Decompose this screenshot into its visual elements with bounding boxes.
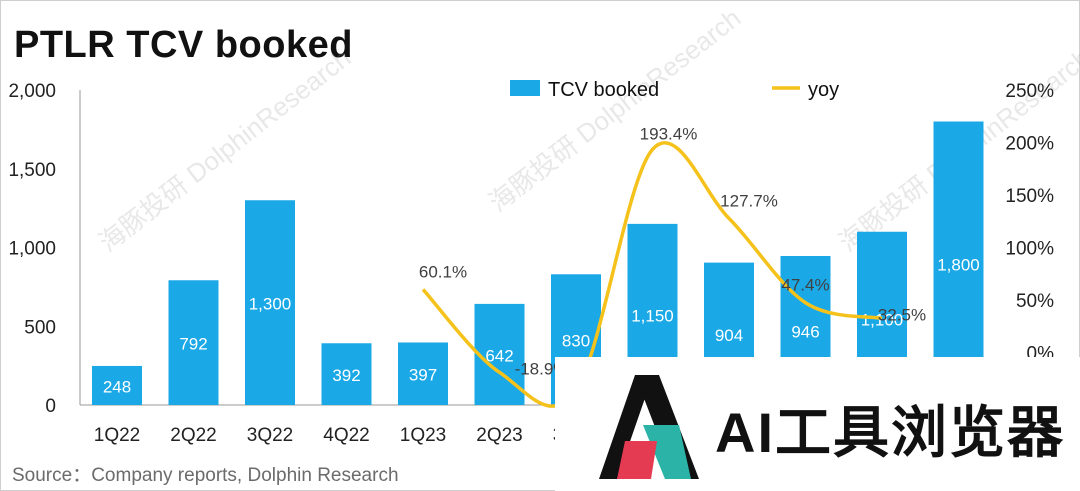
x-tick-label: 3Q22 bbox=[247, 425, 293, 446]
bar-tcv-booked bbox=[245, 200, 295, 405]
bar-tcv-booked bbox=[321, 343, 372, 405]
bar-data-label: 904 bbox=[715, 326, 743, 345]
y-left-tick-label: 0 bbox=[45, 396, 56, 417]
bar-data-label: 397 bbox=[409, 366, 437, 385]
y-right-tick-label: 150% bbox=[1005, 186, 1054, 207]
bar-tcv-booked bbox=[398, 342, 448, 405]
y-left-tick-label: 1,000 bbox=[8, 239, 56, 260]
brand-logo-icon bbox=[599, 375, 699, 479]
legend-label-yoy: yoy bbox=[808, 79, 839, 101]
chart-title: PTLR TCV booked bbox=[14, 24, 353, 66]
source-note: Source：Company reports, Dolphin Research bbox=[12, 465, 399, 486]
bar-data-label: 1,800 bbox=[937, 255, 980, 274]
x-tick-label: 2Q23 bbox=[476, 425, 522, 446]
bar-data-label: 642 bbox=[485, 346, 513, 365]
bar-data-label: 792 bbox=[179, 335, 207, 354]
line-data-label: -18.9% bbox=[515, 359, 569, 378]
line-yoy bbox=[421, 141, 883, 408]
line-data-label: 193.4% bbox=[640, 124, 698, 143]
x-tick-label: 1Q23 bbox=[400, 425, 446, 446]
line-data-label: 60.1% bbox=[419, 262, 467, 281]
x-tick-label: 1Q22 bbox=[94, 425, 140, 446]
line-data-label: 32.5% bbox=[878, 305, 926, 324]
overlay-logo-banner bbox=[555, 357, 1080, 491]
y-left-tick-label: 1,500 bbox=[8, 160, 56, 181]
bar-data-label: 1,300 bbox=[249, 295, 292, 314]
y-right-tick-label: 250% bbox=[1005, 81, 1054, 102]
bar-data-label: 1,150 bbox=[631, 306, 674, 325]
legend-label-tcv: TCV booked bbox=[548, 79, 659, 101]
y-right-tick-label: 100% bbox=[1005, 239, 1054, 260]
bar-data-label: 830 bbox=[562, 332, 590, 351]
bar-data-label: 946 bbox=[791, 323, 819, 342]
bar-tcv-booked bbox=[168, 280, 219, 405]
y-right-tick-label: 50% bbox=[1016, 291, 1054, 312]
line-data-label: 47.4% bbox=[781, 276, 829, 295]
bar-tcv-booked bbox=[92, 365, 142, 405]
x-tick-label: 2Q22 bbox=[170, 425, 216, 446]
legend-bar-swatch bbox=[510, 80, 540, 96]
y-right-tick-label: 200% bbox=[1005, 134, 1054, 155]
bar-data-label: 1,100 bbox=[861, 310, 904, 329]
overlay-brand-text: AI工具浏览器 bbox=[715, 401, 1065, 464]
x-tick-label: 4Q22 bbox=[323, 425, 369, 446]
bar-data-label: 392 bbox=[332, 366, 360, 385]
y-left-tick-label: 500 bbox=[24, 317, 56, 338]
bar-data-label: 248 bbox=[103, 377, 131, 396]
bar-tcv-booked bbox=[474, 303, 525, 405]
y-left-tick-label: 2,000 bbox=[8, 81, 56, 102]
line-data-label: 127.7% bbox=[720, 191, 778, 210]
